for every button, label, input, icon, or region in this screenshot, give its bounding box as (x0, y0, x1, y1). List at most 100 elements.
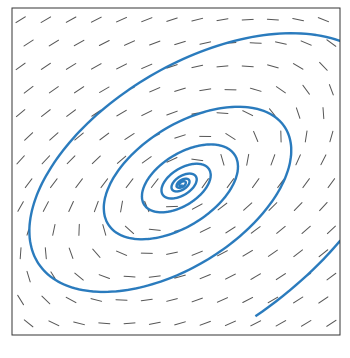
direction-field-arrow (141, 17, 153, 23)
direction-field-arrow (166, 157, 178, 163)
direction-field-arrow (199, 41, 212, 45)
direction-field-arrow (149, 87, 161, 93)
direction-field-arrow (275, 320, 287, 327)
direction-field-arrow (217, 250, 228, 257)
direction-field-arrow (191, 250, 203, 256)
direction-field-arrow (267, 249, 278, 257)
direction-field-arrow (302, 178, 310, 189)
direction-field-arrow (225, 133, 236, 140)
direction-field-arrow (124, 225, 135, 235)
direction-field-arrow (66, 109, 76, 117)
direction-field-arrow (93, 200, 99, 213)
direction-field-arrow (149, 40, 161, 46)
direction-field-arrow (116, 109, 127, 117)
direction-field-arrow (252, 178, 260, 189)
direction-field-arrow (42, 201, 49, 212)
direction-field-arrow (48, 320, 60, 327)
direction-field-arrow (318, 249, 329, 258)
direction-field-arrow (300, 40, 312, 46)
direction-field-arrow (148, 321, 161, 325)
direction-field-arrow (41, 109, 51, 117)
spiral-trajectory (28, 32, 340, 318)
direction-field-arrow (23, 319, 34, 328)
direction-field-arrow (99, 86, 110, 93)
direction-field-arrow (17, 294, 24, 306)
direction-field-arrow (23, 39, 34, 47)
direction-field-arrow (52, 224, 56, 236)
direction-field-arrow (140, 298, 153, 302)
direction-field-arrow (225, 226, 236, 234)
direction-field-arrow (268, 202, 278, 211)
direction-field-arrow (319, 202, 328, 212)
direction-field-arrow (100, 178, 109, 189)
direction-field-arrow (293, 249, 303, 258)
direction-field-arrow (98, 40, 110, 46)
direction-field-arrow (191, 158, 204, 162)
direction-field-arrow (90, 16, 102, 23)
direction-field-arrow (99, 132, 110, 141)
direction-field-arrow (250, 320, 262, 327)
direction-field-arrow (15, 109, 26, 118)
direction-field-arrow (65, 16, 77, 23)
direction-field-arrow (148, 275, 161, 278)
direction-field-arrow (19, 247, 22, 260)
direction-field-arrow (293, 202, 303, 211)
direction-field-arrow (199, 88, 212, 92)
direction-field-arrow (41, 155, 51, 165)
direction-field-arrow (320, 154, 327, 166)
direction-field-arrow (301, 320, 312, 327)
direction-field-arrow (275, 86, 286, 94)
direction-field-arrow (292, 63, 304, 70)
direction-field-arrow (124, 133, 135, 140)
direction-field-arrow (328, 84, 334, 96)
direction-field-arrow (141, 156, 152, 164)
direction-field-arrow (216, 112, 229, 114)
direction-field-arrow (318, 296, 329, 304)
direction-field-arrow (16, 155, 25, 165)
direction-field-arrow (191, 64, 204, 69)
direction-field-arrow (90, 298, 103, 302)
direction-field-arrow (243, 202, 253, 211)
direction-field-arrow (250, 226, 261, 234)
direction-field-arrow (270, 154, 276, 166)
direction-field-arrow (293, 296, 304, 304)
direction-field-arrow (191, 203, 203, 210)
direction-field-arrow (250, 273, 261, 280)
direction-field-arrow (295, 107, 301, 119)
direction-field (15, 16, 337, 328)
direction-field-arrow (267, 296, 279, 304)
direction-field-arrow (40, 62, 51, 70)
direction-field-arrow (275, 273, 286, 281)
direction-field-arrow (65, 63, 77, 70)
direction-field-arrow (15, 62, 26, 71)
direction-field-arrow (15, 16, 26, 24)
direction-field-arrow (123, 322, 136, 325)
direction-field-arrow (166, 298, 178, 302)
direction-field-arrow (241, 18, 254, 21)
direction-field-arrow (75, 178, 83, 189)
direction-field-arrow (17, 201, 24, 212)
direction-field-arrow (275, 41, 287, 45)
direction-field-arrow (201, 178, 209, 189)
direction-field-arrow (253, 130, 259, 142)
direction-field-arrow (174, 321, 186, 326)
direction-field-arrow (166, 110, 178, 116)
direction-field-arrow (246, 153, 250, 166)
direction-field-arrow (322, 107, 325, 120)
plot-frame (11, 7, 341, 336)
direction-field-arrow (304, 130, 308, 143)
direction-field-arrow (267, 64, 279, 69)
direction-field-arrow (317, 17, 329, 23)
direction-field-arrow (302, 84, 310, 95)
direction-field-arrow (166, 64, 178, 69)
direction-field-arrow (74, 272, 84, 281)
direction-field-arrow (191, 297, 203, 303)
direction-field-arrow (26, 270, 31, 283)
direction-field-arrow (24, 178, 33, 189)
direction-field-arrow (91, 63, 102, 70)
direction-field-arrow (66, 155, 76, 165)
direction-field-arrow (102, 224, 107, 236)
direction-field-arrow (329, 130, 334, 143)
direction-field-arrow (68, 247, 74, 259)
